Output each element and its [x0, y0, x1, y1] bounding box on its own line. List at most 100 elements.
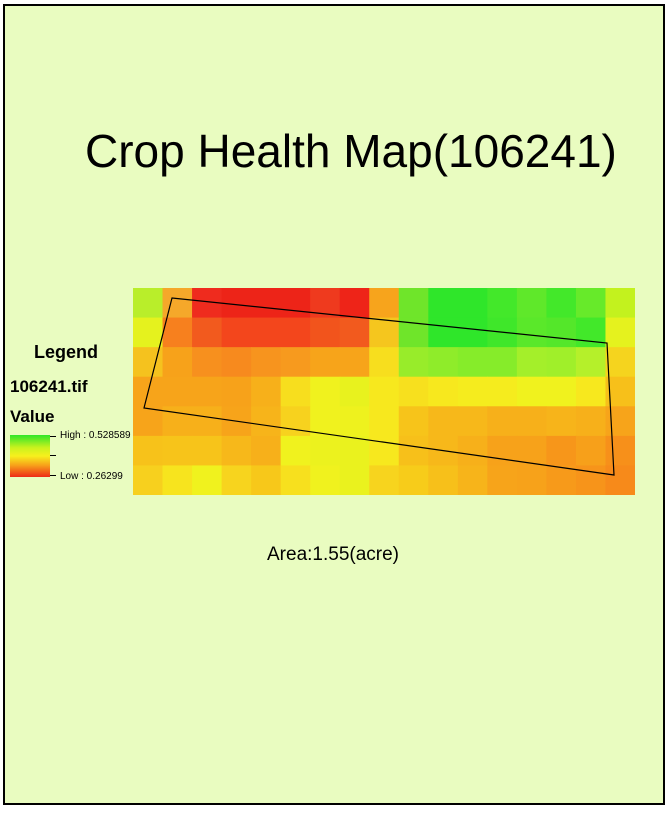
raster-cell: [516, 435, 548, 467]
raster-cell: [546, 288, 577, 319]
raster-cell: [192, 435, 223, 467]
raster-cell: [605, 288, 635, 319]
legend-color-ramp: [10, 435, 50, 477]
raster-cell: [575, 347, 607, 378]
raster-cell: [457, 317, 488, 348]
raster-cell: [133, 288, 164, 319]
raster-cell: [310, 465, 341, 495]
raster-cell: [546, 376, 577, 407]
legend-layer-name: 106241.tif: [10, 377, 88, 396]
raster-cell: [428, 347, 459, 378]
raster-cell: [162, 317, 193, 348]
raster-cells: [133, 288, 635, 495]
raster-cell: [457, 376, 488, 407]
raster-cell: [251, 347, 282, 378]
raster-cell: [516, 317, 548, 348]
raster-cell: [221, 347, 252, 378]
raster-cell: [516, 465, 548, 495]
raster-cell: [221, 435, 252, 467]
raster-cell: [251, 435, 282, 467]
raster-cell: [575, 406, 607, 437]
raster-cell: [546, 435, 577, 467]
legend-mid-tick: [50, 455, 56, 456]
raster-cell: [251, 465, 282, 495]
raster-cell: [192, 376, 223, 407]
raster-cell: [280, 347, 311, 378]
raster-cell: [605, 406, 635, 437]
raster-cell: [339, 435, 370, 467]
raster-cell: [398, 376, 429, 407]
raster-cell: [457, 288, 488, 319]
field-boundary-polygon: [143, 297, 615, 476]
raster-cell: [369, 347, 400, 378]
raster-cell: [251, 376, 282, 407]
legend-heading: Legend: [34, 342, 99, 362]
raster-cell: [251, 288, 282, 319]
raster-cell: [605, 435, 635, 467]
raster-cell: [487, 406, 518, 437]
raster-cell: [428, 288, 459, 319]
raster-cell: [487, 376, 518, 407]
raster-cell: [310, 376, 341, 407]
raster-cell: [398, 406, 429, 437]
raster-cell: [487, 347, 518, 378]
raster-cell: [310, 406, 341, 437]
raster-cell: [369, 465, 400, 495]
crop-health-raster: [133, 288, 635, 495]
raster-cell: [516, 288, 548, 319]
raster-cell: [280, 288, 311, 319]
raster-cell: [162, 435, 193, 467]
raster-cell: [251, 406, 282, 437]
raster-cell: [339, 347, 370, 378]
raster-cell: [369, 376, 400, 407]
raster-cell: [428, 317, 459, 348]
raster-cell: [428, 465, 459, 495]
area-label: Area:1.55(acre): [267, 544, 400, 565]
raster-cell: [192, 317, 223, 348]
raster-cell: [575, 317, 607, 348]
legend-low-tick: [50, 475, 56, 476]
raster-cell: [457, 347, 488, 378]
raster-cell: [310, 317, 341, 348]
raster-cell: [251, 317, 282, 348]
raster-cell: [339, 288, 370, 319]
raster-cell: [546, 317, 577, 348]
raster-cell: [398, 288, 429, 319]
raster-cell: [133, 317, 164, 348]
raster-cell: [280, 317, 311, 348]
raster-cell: [339, 376, 370, 407]
raster-cell: [369, 406, 400, 437]
raster-cell: [221, 317, 252, 348]
raster-cell: [192, 406, 223, 437]
raster-cell: [575, 376, 607, 407]
raster-cell: [162, 347, 193, 378]
raster-cell: [369, 288, 400, 319]
legend-low-label: Low : 0.26299: [60, 471, 123, 482]
raster-cell: [192, 465, 223, 495]
legend-high-tick: [50, 436, 56, 437]
raster-cell: [575, 288, 607, 319]
raster-cell: [280, 435, 311, 467]
raster-cell: [310, 435, 341, 467]
raster-cell: [487, 435, 518, 467]
legend-field-name: Value: [10, 407, 55, 426]
raster-cell: [487, 288, 518, 319]
raster-cell: [369, 317, 400, 348]
raster-cell: [457, 465, 488, 495]
raster-cell: [398, 465, 429, 495]
raster-cell: [605, 465, 635, 495]
raster-cell: [221, 376, 252, 407]
raster-cell: [221, 465, 252, 495]
raster-cell: [605, 347, 635, 378]
raster-cell: [487, 465, 518, 495]
raster-cell: [162, 465, 193, 495]
raster-cell: [162, 288, 193, 319]
raster-cell: [575, 435, 607, 467]
raster-cell: [605, 317, 635, 348]
raster-cell: [280, 465, 311, 495]
raster-cell: [546, 406, 577, 437]
raster-cell: [398, 347, 429, 378]
raster-cell: [398, 435, 429, 467]
raster-cell: [310, 347, 341, 378]
raster-cell: [457, 406, 488, 437]
